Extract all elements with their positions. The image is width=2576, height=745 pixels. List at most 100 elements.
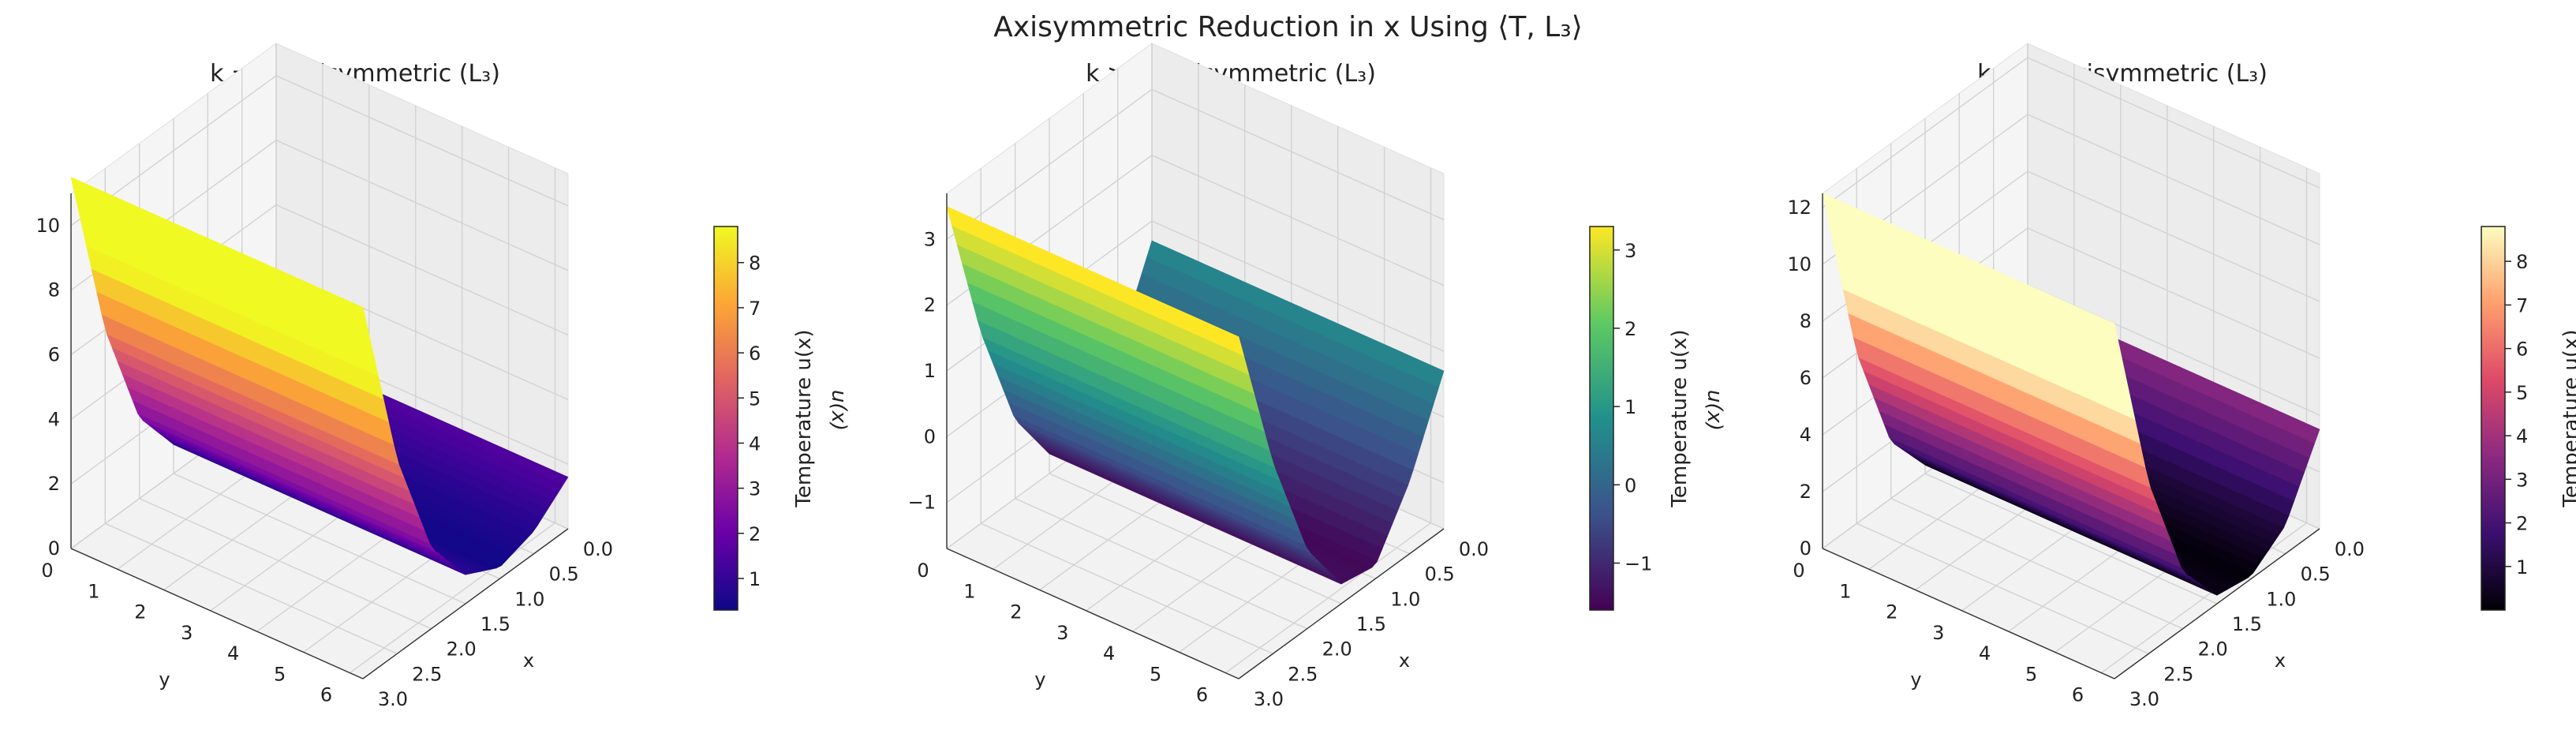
figure-suptitle: Axisymmetric Reduction in x Using ⟨T, L₃… bbox=[993, 11, 1583, 43]
grid-line-z bbox=[946, 88, 1445, 240]
colorbar-tick-label: 7 bbox=[749, 298, 761, 320]
x-axis-line bbox=[2114, 528, 2320, 679]
surface bbox=[946, 206, 1445, 585]
colorbar-tick-label: 6 bbox=[749, 343, 761, 365]
x-tick-label: 1.5 bbox=[1356, 613, 1386, 635]
z-tick-label: 0 bbox=[924, 425, 936, 447]
grid-line-y bbox=[1225, 167, 1432, 674]
colorbar bbox=[713, 226, 738, 611]
x-tick-label: 0.5 bbox=[2301, 563, 2331, 586]
y-axis-line bbox=[70, 548, 364, 679]
panel-1: 0.00.51.01.52.02.53.0 0 1 2 3 4 5 6 0 2 4 6 8 10 x y u(x… bbox=[36, 43, 851, 710]
y-tick-label: 4 bbox=[227, 642, 239, 665]
surface-strip bbox=[1822, 193, 2120, 348]
x-tick-label: 1.5 bbox=[480, 613, 510, 635]
z-tick-label: 0 bbox=[48, 537, 60, 560]
y-tick-label: 6 bbox=[1196, 684, 1208, 706]
colorbar-tick-label: −1 bbox=[1624, 552, 1652, 575]
colorbar-tick-label: 3 bbox=[749, 478, 761, 500]
z-tick-label: 3 bbox=[924, 228, 936, 250]
colorbar-tick-label: 1 bbox=[1624, 396, 1636, 418]
x-tick-label: 0.5 bbox=[1425, 563, 1455, 586]
x-tick-label: 2.0 bbox=[1322, 638, 1352, 661]
z-tick-label: 6 bbox=[48, 344, 60, 366]
colorbar-tick-label: 4 bbox=[749, 432, 761, 455]
grid-line-z bbox=[70, 75, 569, 226]
colorbar-tick-label: 0 bbox=[1624, 474, 1636, 496]
colorbar-label: Temperature u(x) bbox=[792, 329, 816, 507]
panel-2: 0.00.51.01.52.02.53.0 0 1 2 3 4 5 6 −1 0 1 2 3 x y u(x)… bbox=[908, 43, 1726, 710]
z-tick-label: 10 bbox=[1787, 253, 1811, 275]
surface-strip bbox=[946, 206, 1244, 357]
x-tick-label: 0.0 bbox=[583, 538, 613, 560]
colorbar-tick-label: 3 bbox=[1624, 240, 1636, 262]
z-tick-label: 8 bbox=[1800, 310, 1811, 332]
x-tick-label: 2.5 bbox=[2163, 663, 2193, 685]
y-tick-label: 1 bbox=[88, 580, 99, 602]
y-tick-label: 1 bbox=[963, 580, 975, 602]
y-tick-label: 4 bbox=[1103, 642, 1115, 665]
grid-line-z bbox=[1822, 57, 2320, 208]
x-axis-line bbox=[1238, 528, 1445, 679]
y-axis-label: y bbox=[1034, 668, 1045, 691]
x-tick-label: 0.0 bbox=[2335, 538, 2365, 560]
colorbar-tick-label: 8 bbox=[2516, 251, 2528, 273]
y-tick-label: 0 bbox=[41, 560, 53, 582]
colorbar-tick-label: 8 bbox=[749, 253, 761, 275]
z-axis-label: u(x) bbox=[1703, 390, 1726, 431]
z-tick-label: 2 bbox=[924, 294, 936, 316]
z-tick-label: 1 bbox=[924, 360, 936, 382]
x-tick-label: 2.5 bbox=[412, 663, 442, 685]
surface bbox=[70, 176, 569, 575]
x-tick-label: 2.5 bbox=[1288, 663, 1318, 685]
y-tick-label: 5 bbox=[2025, 663, 2037, 685]
y-axis-label: y bbox=[1910, 668, 1921, 691]
x-tick-label: 1.5 bbox=[2232, 613, 2262, 635]
surface-strip bbox=[70, 176, 368, 331]
y-tick-label: 5 bbox=[274, 663, 286, 685]
z-tick-label: 2 bbox=[1800, 481, 1811, 503]
z-tick-label: 10 bbox=[36, 215, 60, 237]
x-tick-label: 1.0 bbox=[2266, 588, 2296, 610]
colorbar bbox=[2481, 226, 2506, 611]
x-tick-label: 0.0 bbox=[1459, 538, 1489, 560]
x-tick-label: 0.5 bbox=[549, 563, 579, 586]
y-tick-label: 0 bbox=[1793, 560, 1804, 582]
surface bbox=[1822, 193, 2320, 596]
y-axis-line bbox=[946, 548, 1239, 679]
x-tick-label: 1.0 bbox=[514, 588, 544, 610]
z-tick-label: 4 bbox=[48, 408, 60, 430]
x-axis-label: x bbox=[2275, 650, 2286, 672]
x-axis-label: x bbox=[1399, 650, 1410, 672]
x-tick-label: 3.0 bbox=[2129, 688, 2159, 710]
y-tick-label: 3 bbox=[1932, 622, 1944, 644]
colorbar-tick-label: 2 bbox=[2516, 513, 2528, 535]
z-tick-label: 12 bbox=[1787, 197, 1811, 219]
x-tick-label: 1.0 bbox=[1390, 588, 1420, 610]
y-axis-label: y bbox=[159, 668, 170, 691]
y-tick-label: 2 bbox=[1010, 601, 1022, 623]
colorbar-tick-label: 1 bbox=[2516, 556, 2528, 578]
y-tick-label: 4 bbox=[1979, 642, 1991, 665]
y-tick-label: 2 bbox=[1886, 601, 1897, 623]
z-tick-label: −1 bbox=[908, 492, 936, 514]
y-tick-label: 6 bbox=[320, 684, 332, 706]
y-tick-label: 6 bbox=[2072, 684, 2084, 706]
grid-line-z bbox=[1822, 114, 2320, 265]
y-tick-label: 1 bbox=[1839, 580, 1851, 602]
z-tick-label: 8 bbox=[48, 279, 60, 301]
z-tick-label: 6 bbox=[1800, 367, 1811, 389]
z-tick-label: 0 bbox=[1800, 537, 1811, 560]
panel-3: 0.00.51.01.52.02.53.00123456024681012xyu… bbox=[1787, 43, 2576, 710]
z-tick-label: 2 bbox=[48, 473, 60, 495]
y-tick-label: 3 bbox=[181, 622, 193, 644]
colorbar-tick-label: 5 bbox=[2516, 382, 2528, 404]
colorbar-tick-label: 1 bbox=[749, 568, 761, 590]
x-tick-label: 3.0 bbox=[1254, 688, 1284, 710]
colorbar-label: Temperature u(x) bbox=[1668, 329, 1692, 507]
colorbar-tick-label: 2 bbox=[749, 523, 761, 545]
colorbar-tick-label: 6 bbox=[2516, 339, 2528, 361]
z-tick-label: 4 bbox=[1800, 424, 1811, 446]
